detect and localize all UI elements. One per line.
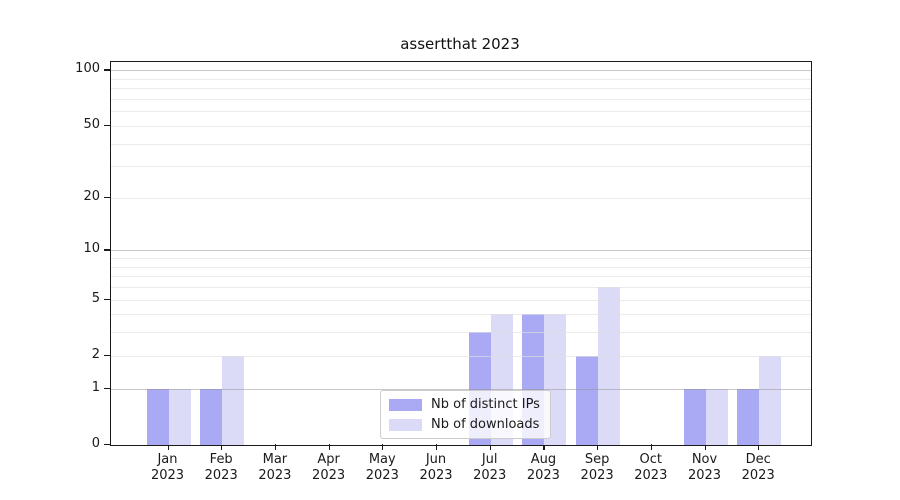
x-tick-sublabel-sep: 2023 [580,468,614,483]
x-tick-sublabel-jun: 2023 [419,468,453,483]
y-tick-label-2: 2 [91,346,100,362]
y-tick-50 [104,124,110,127]
x-tick-feb [221,444,223,450]
y-tick-10 [104,249,110,251]
y-tick-label-5: 5 [91,290,100,306]
x-tick-label-sep: Sep 2023 [569,452,625,484]
y-tick-20 [104,196,110,199]
bars-layer [111,62,811,445]
y-tick-100 [104,69,110,71]
y-tick-label-1: 1 [91,379,100,395]
plot-area: Nb of distinct IPs Nb of downloads [110,61,812,446]
x-tick-label-aug: Aug 2023 [515,452,571,484]
y-tick-label-100: 100 [75,61,100,77]
x-tick-sep [597,444,599,450]
y-tick-2 [104,354,110,356]
chart-title: assertthat 2023 [400,35,520,53]
x-tick-jan [167,444,169,450]
x-tick-label-may: May 2023 [354,452,410,484]
legend-label-distinct-ips: Nb of distinct IPs [431,397,540,412]
legend-item-distinct-ips: Nb of distinct IPs [389,396,540,413]
bar-nb-of-distinct-ips-jan [146,388,169,445]
x-tick-sublabel-jul: 2023 [473,468,507,483]
x-tick-sublabel-jan: 2023 [150,468,185,483]
y-tick-5 [104,298,110,300]
x-tick-sublabel-feb: 2023 [204,468,238,483]
x-tick-jun [436,444,438,450]
legend-swatch-distinct-ips [389,398,422,411]
y-tick-label-20: 20 [83,188,100,204]
bar-nb-of-distinct-ips-feb [200,388,223,445]
x-tick-label-jan: Jan 2023 [140,452,196,484]
x-tick-oct [650,444,652,450]
bar-nb-of-downloads-sep [598,287,621,445]
x-tick-may [382,444,384,450]
x-tick-apr [328,444,330,450]
y-tick-label-0: 0 [91,436,100,451]
y-tick-0 [104,444,110,446]
y-tick-1 [104,387,110,389]
x-tick-sublabel-oct: 2023 [634,468,668,483]
x-tick-sublabel-apr: 2023 [312,468,346,483]
legend-item-downloads: Nb of downloads [389,416,540,433]
x-tick-dec [758,444,760,450]
x-tick-sublabel-dec: 2023 [741,468,775,483]
bar-nb-of-downloads-dec [759,355,782,445]
y-tick-label-10: 10 [83,241,100,257]
x-tick-label-feb: Feb 2023 [193,452,249,484]
x-tick-label-jul: Jul 2023 [462,452,518,484]
bar-nb-of-distinct-ips-sep [576,355,599,445]
y-tick-label-50: 50 [83,116,100,132]
x-tick-label-oct: Oct 2023 [623,452,679,484]
x-tick-sublabel-nov: 2023 [687,468,722,483]
x-tick-mar [274,444,277,450]
x-tick-sublabel-mar: 2023 [258,468,292,483]
legend-label-downloads: Nb of downloads [431,417,540,432]
x-tick-label-dec: Dec 2023 [730,452,786,484]
x-tick-nov [704,444,706,450]
x-tick-jul [489,444,491,450]
x-tick-sublabel-may: 2023 [365,468,399,483]
x-tick-label-nov: Nov 2023 [677,452,733,484]
x-tick-label-jun: Jun 2023 [408,452,464,484]
bar-nb-of-distinct-ips-dec [737,388,760,445]
bar-nb-of-distinct-ips-nov [683,388,706,445]
x-tick-label-mar: Mar 2023 [247,452,303,484]
x-tick-sublabel-aug: 2023 [526,468,560,483]
legend-swatch-downloads [389,418,422,431]
legend: Nb of distinct IPs Nb of downloads [380,390,551,439]
bar-nb-of-downloads-jan [168,388,191,445]
bar-nb-of-downloads-feb [222,355,245,445]
bar-nb-of-downloads-nov [705,388,728,445]
x-tick-aug [543,444,545,450]
x-tick-label-apr: Apr 2023 [301,452,357,484]
